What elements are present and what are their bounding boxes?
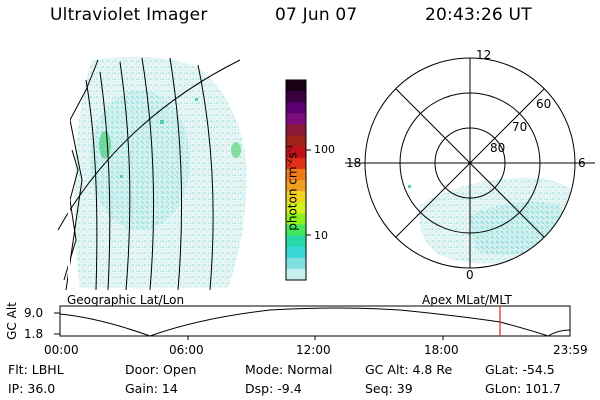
altitude-plot bbox=[54, 305, 571, 340]
flt-field: Flt: LBHL bbox=[8, 362, 64, 377]
instrument-title: Ultraviolet Imager bbox=[50, 5, 208, 25]
colorbar-segment bbox=[286, 124, 306, 137]
mlt-18-label: 18 bbox=[346, 156, 362, 170]
gcalt-field: GC Alt: 4.8 Re bbox=[365, 362, 453, 377]
xtick-0600: 06:00 bbox=[169, 343, 204, 357]
mlt-12-label: 12 bbox=[476, 48, 492, 62]
polar-grid bbox=[345, 57, 595, 269]
colorbar-segment bbox=[286, 102, 306, 114]
colorbar-segment bbox=[286, 257, 306, 270]
colorbar-segment bbox=[286, 235, 306, 248]
colorbar-segment bbox=[286, 80, 306, 92]
colorbar-segment bbox=[286, 157, 306, 170]
colorbar-segment bbox=[286, 246, 306, 259]
colorbar-segment bbox=[286, 91, 306, 103]
xtick-2359: 23:59 bbox=[553, 343, 588, 357]
mlat-80-label: 80 bbox=[490, 141, 506, 155]
dsp-field: Dsp: -9.4 bbox=[245, 381, 302, 396]
date-label: 07 Jun 07 bbox=[275, 5, 358, 25]
mlt-6-label: 6 bbox=[578, 156, 586, 170]
colorbar-segment bbox=[286, 224, 306, 237]
mode-field: Mode: Normal bbox=[245, 362, 333, 377]
geographic-grid bbox=[57, 57, 241, 291]
mlat-70-label: 70 bbox=[512, 120, 528, 134]
colorbar-segment bbox=[286, 113, 306, 125]
colorbar-segment bbox=[286, 135, 306, 148]
mlat-60-label: 60 bbox=[536, 97, 552, 111]
polar-image bbox=[408, 177, 575, 264]
colorbar-segment bbox=[286, 268, 306, 281]
geographic-image bbox=[74, 56, 247, 288]
glat-field: GLat: -54.5 bbox=[485, 362, 555, 377]
colorbar-segment bbox=[286, 213, 306, 225]
door-field: Door: Open bbox=[125, 362, 197, 377]
colorbar-segment bbox=[286, 168, 306, 181]
gain-field: Gain: 14 bbox=[125, 381, 178, 396]
colorbar-tick-10: 10 bbox=[314, 229, 328, 242]
colorbar-segment bbox=[286, 146, 306, 159]
glon-field: GLon: 101.7 bbox=[485, 381, 561, 396]
seq-field: Seq: 39 bbox=[365, 381, 413, 396]
colorbar bbox=[286, 80, 306, 281]
time-label: 20:43:26 UT bbox=[425, 5, 532, 25]
apex-label: Apex MLat/MLT bbox=[422, 293, 512, 307]
altitude-lo-label: 1.8 bbox=[24, 327, 44, 341]
colorbar-tick-100: 100 bbox=[314, 143, 335, 156]
xtick-0000: 00:00 bbox=[44, 343, 79, 357]
altitude-hi-label: 9.0 bbox=[24, 306, 44, 320]
xtick-1800: 18:00 bbox=[424, 343, 459, 357]
colorbar-segment bbox=[286, 180, 306, 192]
colorbar-segment bbox=[286, 191, 306, 203]
colorbar-segment bbox=[286, 202, 306, 214]
colorbar-label: photon cm-2s-1 bbox=[284, 144, 300, 231]
altitude-axis-label: GC Alt bbox=[5, 302, 19, 340]
geographic-label: Geographic Lat/Lon bbox=[67, 293, 185, 307]
xtick-1200: 12:00 bbox=[296, 343, 331, 357]
mlt-0-label: 0 bbox=[466, 268, 474, 282]
ip-field: IP: 36.0 bbox=[8, 381, 56, 396]
